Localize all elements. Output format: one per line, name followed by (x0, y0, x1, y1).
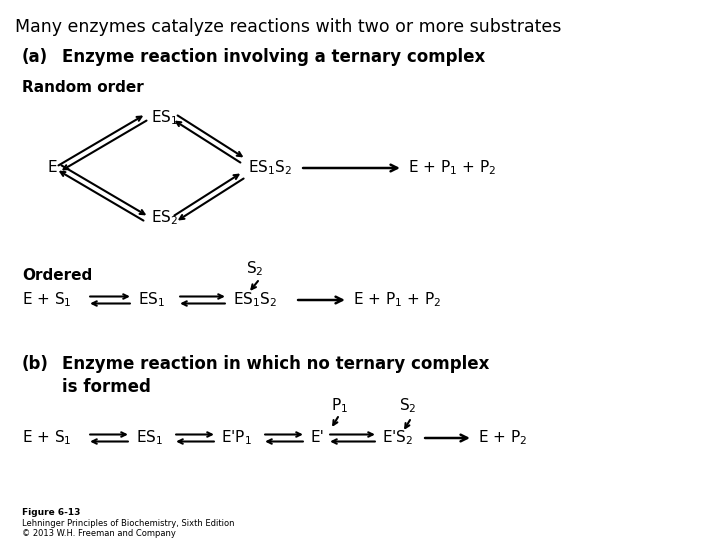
Text: S$_2$: S$_2$ (400, 396, 417, 415)
Text: E + P$_1$ + P$_2$: E + P$_1$ + P$_2$ (353, 291, 441, 309)
Text: E'P$_1$: E'P$_1$ (221, 429, 252, 447)
Text: © 2013 W.H. Freeman and Company: © 2013 W.H. Freeman and Company (22, 529, 176, 538)
Text: S$_2$: S$_2$ (246, 259, 264, 278)
Text: (a): (a) (22, 48, 48, 66)
Text: ES$_1$: ES$_1$ (136, 429, 163, 447)
Text: Enzyme reaction in which no ternary complex: Enzyme reaction in which no ternary comp… (62, 355, 490, 373)
Text: (b): (b) (22, 355, 49, 373)
Text: ES$_1$: ES$_1$ (138, 291, 165, 309)
Text: Enzyme reaction involving a ternary complex: Enzyme reaction involving a ternary comp… (62, 48, 485, 66)
Text: E + S$_1$: E + S$_1$ (22, 429, 72, 447)
Text: E + P$_2$: E + P$_2$ (478, 429, 527, 447)
Text: ES$_1$: ES$_1$ (151, 109, 178, 127)
Text: E: E (48, 160, 57, 176)
Text: Figure 6-13: Figure 6-13 (22, 508, 81, 517)
Text: is formed: is formed (62, 378, 151, 396)
Text: E + P$_1$ + P$_2$: E + P$_1$ + P$_2$ (408, 159, 496, 177)
Text: Ordered: Ordered (22, 268, 92, 283)
Text: E': E' (310, 430, 324, 445)
Text: ES$_2$: ES$_2$ (151, 208, 178, 227)
Text: ES$_1$S$_2$: ES$_1$S$_2$ (233, 291, 277, 309)
Text: E + S$_1$: E + S$_1$ (22, 291, 72, 309)
Text: ES$_1$S$_2$: ES$_1$S$_2$ (248, 159, 292, 177)
Text: Random order: Random order (22, 80, 144, 95)
Text: P$_1$: P$_1$ (331, 396, 348, 415)
Text: Lehninger Principles of Biochemistry, Sixth Edition: Lehninger Principles of Biochemistry, Si… (22, 519, 235, 528)
Text: Many enzymes catalyze reactions with two or more substrates: Many enzymes catalyze reactions with two… (15, 18, 562, 36)
Text: E'S$_2$: E'S$_2$ (382, 429, 413, 447)
